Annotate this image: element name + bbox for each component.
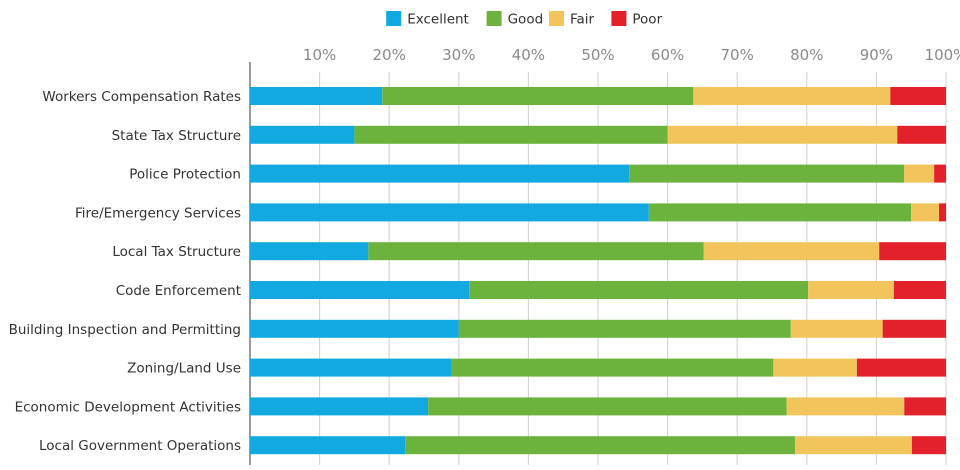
- category-label: Code Enforcement: [116, 283, 241, 299]
- bar-segment-poor: [879, 242, 946, 261]
- legend-swatch-fair: [549, 11, 564, 26]
- bar-segment-good: [368, 242, 704, 261]
- legend-label-good: Good: [508, 12, 544, 28]
- bar-segment-fair: [794, 436, 912, 455]
- bar-segment-poor: [882, 319, 946, 338]
- bar-segment-fair: [808, 281, 894, 299]
- x-tick-label: 30%: [442, 46, 475, 64]
- category-label: Local Government Operations: [39, 438, 241, 454]
- bar-segment-good: [629, 164, 905, 183]
- bar-segment-good: [469, 281, 809, 299]
- bar-segment-fair: [904, 164, 935, 183]
- category-labels: Workers Compensation Rates State Tax Stru…: [9, 89, 241, 454]
- bar-segment-poor: [904, 397, 946, 416]
- legend-swatch-good: [486, 11, 502, 26]
- bar-segment-excellent: [250, 436, 406, 455]
- x-tick-label: 100%: [925, 46, 960, 64]
- bar-segment-fair: [667, 125, 898, 144]
- legend-label-fair: Fair: [570, 12, 595, 28]
- category-label: Local Tax Structure: [112, 244, 241, 260]
- bar-segment-excellent: [250, 164, 630, 183]
- bar-segment-poor: [939, 203, 946, 222]
- bar-segment-good: [648, 203, 912, 222]
- bar-segment-fair: [703, 242, 880, 261]
- bar-segment-poor: [893, 281, 946, 299]
- bars: [250, 87, 946, 455]
- x-tick-label: 90%: [860, 46, 893, 64]
- bar-segment-good: [428, 397, 787, 416]
- x-tick-label: 40%: [512, 46, 545, 64]
- category-label: State Tax Structure: [112, 128, 241, 144]
- legend-label-poor: Poor: [632, 12, 662, 28]
- bar-segment-excellent: [250, 281, 470, 299]
- category-label: Building Inspection and Permitting: [9, 322, 241, 338]
- bar-segment-poor: [911, 436, 946, 455]
- bar-segment-fair: [773, 358, 857, 377]
- legend-swatch-poor: [611, 11, 627, 26]
- bar-segment-good: [458, 319, 791, 338]
- x-tick-label: 80%: [790, 46, 823, 64]
- bar-segment-good: [354, 125, 668, 144]
- bar-segment-excellent: [250, 87, 383, 105]
- legend: Excellent Good Fair Poor: [386, 11, 663, 28]
- bar-segment-poor: [897, 125, 946, 144]
- bar-segment-poor: [934, 164, 946, 183]
- x-tick-label: 10%: [303, 46, 336, 64]
- bar-segment-excellent: [250, 125, 355, 144]
- x-tick-label: 70%: [721, 46, 754, 64]
- category-label: Zoning/Land Use: [127, 361, 241, 377]
- legend-swatch-excellent: [386, 11, 402, 26]
- bar-segment-poor: [890, 87, 946, 105]
- category-label: Workers Compensation Rates: [42, 89, 241, 105]
- bar-segment-excellent: [250, 203, 649, 222]
- x-tick-label: 50%: [581, 46, 614, 64]
- x-tick-label: 20%: [373, 46, 406, 64]
- bar-segment-excellent: [250, 319, 459, 338]
- x-tick-label: 60%: [651, 46, 684, 64]
- bar-segment-excellent: [250, 397, 429, 416]
- bar-segment-fair: [693, 87, 891, 105]
- category-label: Fire/Emergency Services: [75, 205, 241, 221]
- x-axis-tick-labels: 10% 20% 30% 40% 50% 60% 70% 80% 90% 100%: [303, 46, 960, 64]
- bar-segment-fair: [790, 319, 883, 338]
- category-label: Economic Development Activities: [15, 399, 241, 415]
- bar-segment-poor: [856, 358, 946, 377]
- bar-segment-good: [382, 87, 694, 105]
- category-label: Police Protection: [129, 167, 241, 183]
- legend-label-excellent: Excellent: [407, 12, 469, 28]
- bar-segment-fair: [911, 203, 940, 222]
- bar-segment-good: [451, 358, 774, 377]
- bar-segment-excellent: [250, 358, 452, 377]
- bar-segment-fair: [786, 397, 905, 416]
- bar-segment-good: [405, 436, 795, 455]
- bar-segment-excellent: [250, 242, 369, 261]
